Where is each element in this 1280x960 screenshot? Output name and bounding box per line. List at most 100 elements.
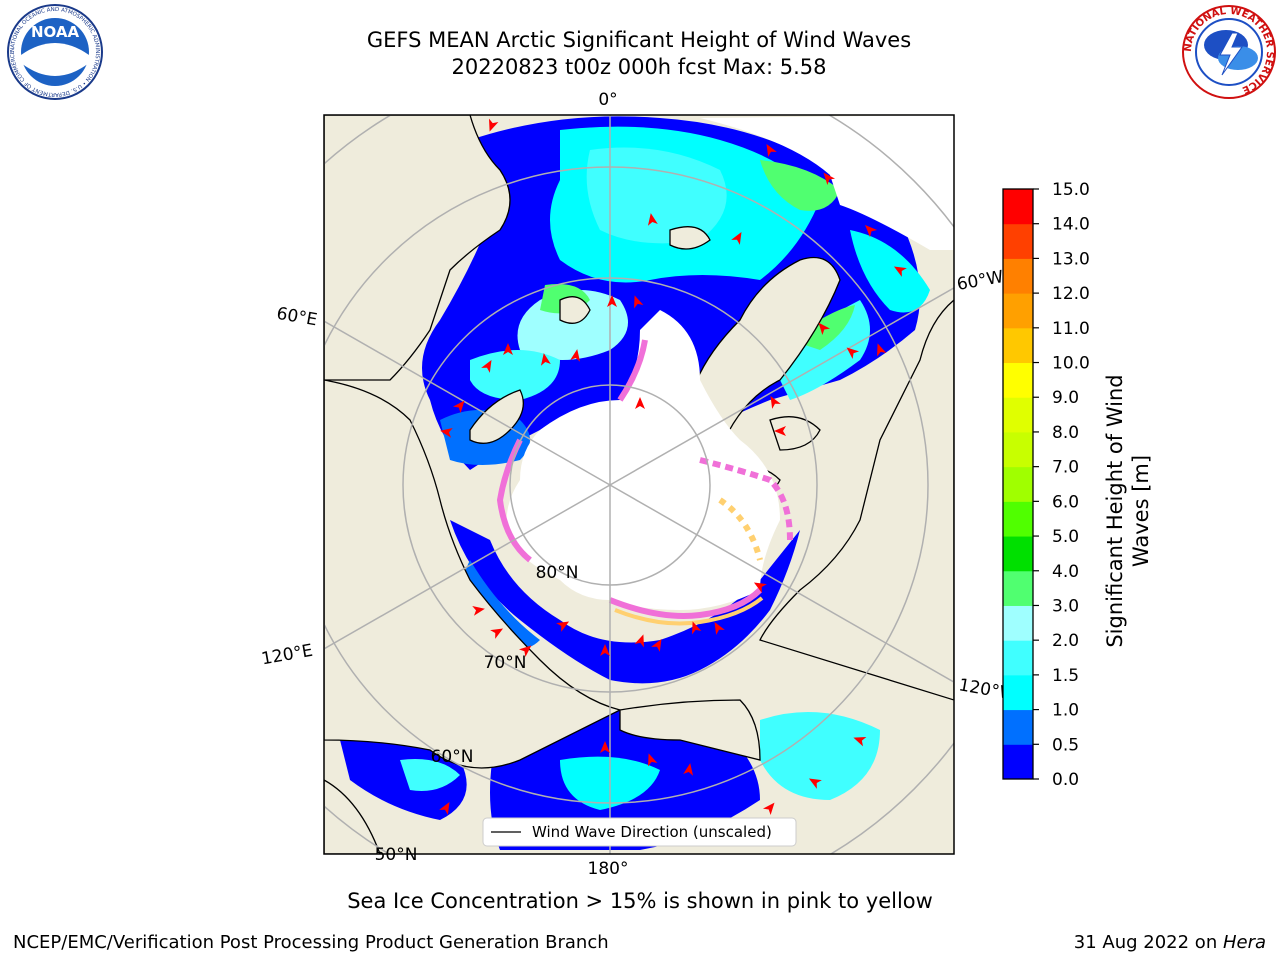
footer-date: 31 Aug 2022 on Hera — [1074, 932, 1266, 953]
colorbar-segment — [1003, 258, 1033, 294]
sea-ice — [506, 310, 780, 610]
wind-arrow — [770, 395, 781, 409]
wind-arrow — [634, 634, 644, 648]
wind-arrow — [439, 801, 450, 815]
lon-label-120e: 120°E — [260, 641, 314, 670]
colorbar-segment — [1003, 293, 1033, 329]
colorbar-segment — [1003, 397, 1033, 433]
lon-label-60e: 60°E — [275, 304, 319, 331]
no-data-region — [700, 115, 954, 250]
nws-logo: NATIONAL WEATHER SERVICE — [1182, 5, 1276, 99]
wind-arrow — [600, 644, 610, 656]
wind-arrow — [774, 426, 786, 436]
colorbar-tick-label: 1.0 — [1052, 701, 1079, 721]
graticule — [324, 115, 954, 854]
lon-label-60w: 60°W — [955, 267, 1005, 295]
caption: Sea Ice Concentration > 15% is shown in … — [347, 889, 933, 913]
colorbar-tick-label: 15.0 — [1052, 180, 1090, 200]
map-frame — [323, 114, 955, 855]
wind-arrow — [808, 778, 822, 789]
noaa-logo: NOAA NATIONAL OCEANIC AND ATMOSPHERIC AD… — [7, 4, 103, 100]
lat-label-80n: 80°N — [536, 563, 579, 583]
wind-arrow — [692, 621, 702, 635]
colorbar-segment — [1003, 605, 1033, 641]
colorbar-tick-label: 10.0 — [1052, 354, 1090, 374]
footer-date-text: 31 Aug 2022 on — [1073, 932, 1223, 953]
wind-arrow — [472, 605, 485, 616]
wind-arrow — [490, 628, 504, 639]
wind-arrow — [648, 753, 658, 767]
colorbar-segment — [1003, 501, 1033, 537]
lon-label-180: 180° — [588, 859, 629, 879]
colorbar-label: Significant Height of Wind Waves [m] — [1103, 374, 1153, 648]
wind-arrow — [731, 231, 742, 245]
wind-arrow — [647, 213, 658, 226]
chart-title: GEFS MEAN Arctic Significant Height of W… — [366, 28, 912, 52]
colorbar-segment — [1003, 640, 1033, 676]
colorbar-frame — [1002, 188, 1034, 780]
wind-arrow — [440, 427, 453, 438]
footer-credit: NCEP/EMC/Verification Post Processing Pr… — [13, 932, 609, 953]
wind-arrow — [762, 802, 775, 816]
colorbar-tick-label: 0.0 — [1052, 770, 1079, 790]
colorbar-tick-label: 2.0 — [1052, 631, 1079, 651]
wind-arrow — [823, 172, 836, 186]
colorbar-tick-label: 0.5 — [1052, 735, 1079, 755]
colorbar-tick-label: 1.5 — [1052, 666, 1079, 686]
svg-text:NOAA: NOAA — [31, 23, 80, 41]
wind-arrow — [714, 621, 725, 635]
lat-label-60n: 60°N — [431, 747, 474, 767]
wind-arrow — [683, 763, 694, 776]
colorbar-tick-label: 9.0 — [1052, 388, 1079, 408]
colorbar-tick-label: 7.0 — [1052, 458, 1079, 478]
wind-arrow — [600, 741, 610, 753]
wind-arrow — [570, 349, 581, 362]
wind-arrow — [518, 645, 532, 658]
ice-edge — [496, 339, 793, 626]
map-area: Wind Wave Direction (unscaled) — [324, 115, 954, 854]
wind-arrow — [540, 353, 551, 366]
wind-arrow — [877, 343, 887, 357]
colorbar-tick-label: 11.0 — [1052, 319, 1090, 339]
colorbar-segment — [1003, 189, 1033, 225]
footer-host: Hera — [1222, 932, 1266, 953]
wind-arrow — [865, 225, 878, 238]
colorbar: 0.0 0.5 1.0 1.5 2.0 3.0 4.0 5.0 6.0 7.0 8.0 9.0 10.0… — [1002, 180, 1090, 790]
colorbar-tick-label: 14.0 — [1052, 215, 1090, 235]
wind-arrow — [635, 397, 645, 409]
colorbar-tick-label: 13.0 — [1052, 249, 1090, 269]
colorbar-segment — [1003, 327, 1033, 364]
colorbar-segment — [1003, 466, 1033, 502]
colorbar-segment — [1003, 431, 1033, 468]
coastlines — [324, 115, 954, 854]
wind-arrow — [818, 322, 831, 336]
wind-arrow — [556, 621, 570, 632]
wind-arrow — [503, 343, 513, 355]
colorbar-tick-label: 4.0 — [1052, 562, 1079, 582]
wind-arrow — [607, 295, 617, 307]
wind-arrow — [634, 295, 644, 309]
colorbar-tick-label: 8.0 — [1052, 423, 1079, 443]
wind-arrow — [893, 266, 907, 277]
colorbar-segment — [1003, 536, 1033, 572]
legend-label: Wind Wave Direction (unscaled) — [532, 823, 772, 841]
colorbar-tick-label: 12.0 — [1052, 284, 1090, 304]
colorbar-tick-label: 3.0 — [1052, 596, 1079, 616]
colorbar-tick-label: 5.0 — [1052, 527, 1079, 547]
colorbar-segment — [1003, 744, 1033, 780]
legend: Wind Wave Direction (unscaled) — [482, 817, 797, 847]
chart-subtitle: 20220823 t00z 000h fcst Max: 5.58 — [451, 55, 827, 79]
colorbar-segment — [1003, 362, 1033, 398]
lat-label-50n: 50°N — [375, 845, 418, 865]
colorbar-tick-label: 6.0 — [1052, 492, 1079, 512]
wind-arrow — [481, 359, 492, 373]
lat-label-70n: 70°N — [484, 653, 527, 673]
colorbar-segment — [1003, 223, 1033, 259]
wind-arrow — [753, 582, 767, 593]
colorbar-segment — [1003, 674, 1033, 711]
wind-arrow — [853, 737, 867, 747]
wind-arrow — [766, 143, 777, 157]
wind-arrow — [651, 638, 662, 652]
lon-label-0: 0° — [598, 90, 617, 110]
